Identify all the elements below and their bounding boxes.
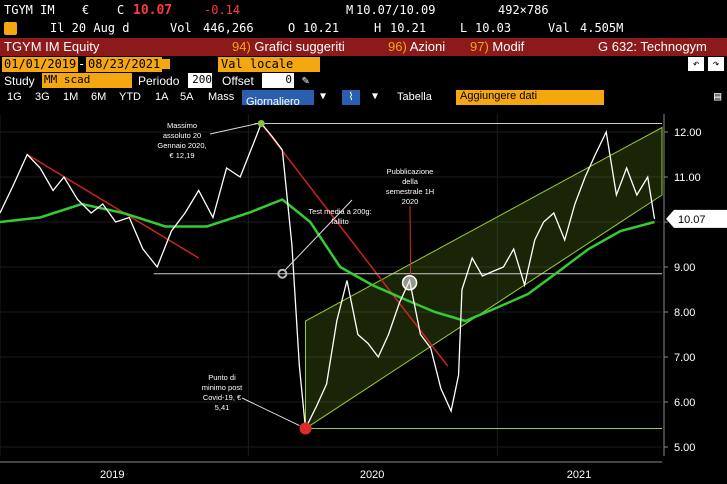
function-toolbar: TGYM IM Equity 94) Grafici suggeriti 96)… <box>0 38 727 56</box>
annotations: Massimo assoluto 20 Gennaio 2020, € 12,19 Te… <box>157 119 434 435</box>
study-select[interactable]: MM scad <box>42 73 132 88</box>
offset-input[interactable]: 0 <box>262 73 294 88</box>
high-price: 10.21 <box>390 21 427 35</box>
bid-ask-size: 492×786 <box>498 3 549 17</box>
chevron-down-icon[interactable]: ▼ <box>372 91 379 102</box>
x-tick-label: 2019 <box>100 469 124 481</box>
y-tick-label: 8.00 <box>674 307 695 319</box>
trend-channel <box>304 126 663 430</box>
page-title: G 632: Technogym <box>598 39 707 54</box>
period-1d[interactable]: 1G <box>7 91 22 103</box>
open-label: O <box>288 21 296 35</box>
last-price-tag: 10.07 <box>666 209 727 228</box>
settings-icon[interactable]: ▤ <box>714 89 722 103</box>
price-change: -0.14 <box>204 3 241 17</box>
annotation-text: Massimo assoluto 20 Gennaio 2020, € 12,19 <box>157 121 206 160</box>
calendar-icon[interactable] <box>160 59 170 69</box>
currency-symbol: € <box>82 3 90 17</box>
last-price-box <box>666 209 727 228</box>
chevron-down-icon[interactable]: ▼ <box>320 91 327 102</box>
downtrend-line-2019 <box>26 153 200 259</box>
high-label: H <box>374 21 382 35</box>
back-icon[interactable]: ↶ <box>688 57 704 71</box>
y-tick-label: 12.00 <box>674 127 702 139</box>
ma-test-marker <box>277 268 288 279</box>
last-price-label: 10.07 <box>678 214 706 226</box>
period-5y[interactable]: 5A <box>180 91 194 103</box>
min-marker <box>299 422 312 435</box>
y-tick-label: 9.00 <box>674 262 695 274</box>
x-tick-label: 2020 <box>360 469 384 481</box>
period-1y[interactable]: 1A <box>155 91 169 103</box>
period-max[interactable]: Mass <box>208 91 235 103</box>
currency-select[interactable]: Val locale <box>218 57 320 72</box>
study-bar: Study MM scad Periodo 200 Offset 0 ✎ <box>0 73 727 89</box>
end-date-field[interactable]: 08/23/2021 <box>86 57 163 72</box>
report-marker <box>401 275 418 291</box>
open-price: 10.21 <box>303 21 340 35</box>
ticker: TGYM IM <box>4 3 55 17</box>
period-1m[interactable]: 1M <box>63 91 79 103</box>
downtrend-line-2020 <box>260 122 449 367</box>
volume-label: Vol <box>170 21 192 35</box>
max-marker <box>257 119 265 127</box>
quote-date: Il 20 Aug d <box>50 21 130 35</box>
table-button[interactable]: Tabella <box>397 91 432 103</box>
low-price: 10.03 <box>475 21 512 35</box>
period-ytd[interactable]: YTD <box>119 91 141 103</box>
frequency-select[interactable]: Giornaliero <box>242 90 314 108</box>
annotation-text: Pubblicazione della semestrale 1H 2020 <box>386 167 434 206</box>
y-tick-label: 7.00 <box>674 352 695 364</box>
ma200-line <box>0 198 655 323</box>
x-axis: 2019 2020 2021 <box>0 461 662 481</box>
start-date-field[interactable]: 01/01/2019 <box>2 57 79 72</box>
add-data-input[interactable]: Aggiungere dati <box>456 90 604 105</box>
menu-edit[interactable]: 97) Modif <box>470 39 525 54</box>
traded-value: 4.505M <box>580 21 624 35</box>
quote-line-2: Il 20 Aug d Vol 446,266 O 10.21 H 10.21 … <box>0 20 727 38</box>
volume: 446,266 <box>203 21 254 35</box>
security-name[interactable]: TGYM IM Equity <box>4 39 100 54</box>
low-label: L <box>460 21 468 35</box>
last-label: C <box>117 3 125 17</box>
annotation-arrow <box>409 205 412 275</box>
bid-ask: 10.07/10.09 <box>356 3 436 17</box>
chart-type-icon[interactable]: ⌇ <box>342 90 360 105</box>
study-label: Study <box>4 74 35 88</box>
menu-actions[interactable]: 96) Azioni <box>388 39 446 54</box>
period-label: Periodo <box>138 74 180 88</box>
menu-suggested-charts[interactable]: 94) Grafici suggeriti <box>232 39 345 54</box>
pencil-icon[interactable]: ✎ <box>302 73 310 87</box>
price-line <box>0 122 656 431</box>
value-label: Val <box>548 21 570 35</box>
last-price: 10.07 <box>133 3 173 18</box>
annotation-arrow <box>241 397 300 427</box>
alert-icon[interactable] <box>4 22 17 35</box>
period-input[interactable]: 200 <box>188 73 212 88</box>
annotation-arrow <box>284 199 353 271</box>
y-tick-label: 5.00 <box>674 442 695 454</box>
period-6m[interactable]: 6M <box>91 91 107 103</box>
quote-line-1: TGYM IM € C 10.07 -0.14 M 10.07/10.09 49… <box>0 0 727 20</box>
x-tick-label: 2021 <box>567 469 591 481</box>
date-range-bar: 01/01/2019 - 08/23/2021 Val locale ↶ ↷ <box>0 56 727 73</box>
annotation-text: Punto di minimo post Covid-19, €5,41 <box>202 373 243 412</box>
annotation-arrow <box>209 122 258 135</box>
period-bar: 1G 3G 1M 6M YTD 1A 5A Mass Giornaliero ▼… <box>0 89 727 108</box>
forward-icon[interactable]: ↷ <box>708 57 724 71</box>
annotation-text: Test media a 200g: fallito <box>308 207 371 226</box>
market-label: M <box>346 3 354 17</box>
period-3d[interactable]: 3G <box>35 91 50 103</box>
y-tick-label: 6.00 <box>674 397 695 409</box>
offset-label: Offset <box>222 74 254 88</box>
y-tick-label: 11.00 <box>674 172 701 184</box>
